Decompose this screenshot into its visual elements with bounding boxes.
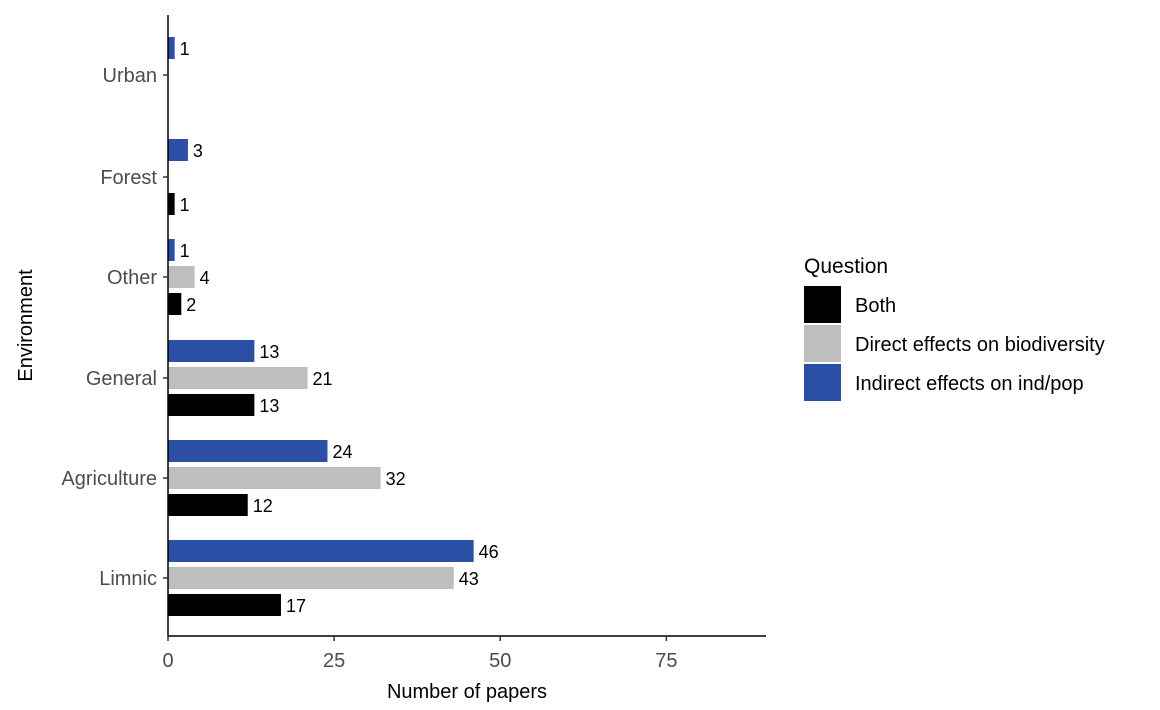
bar: [168, 37, 175, 59]
bar: [168, 340, 255, 362]
bar: [168, 193, 175, 215]
bar: [168, 266, 195, 288]
x-tick-label: 50: [489, 650, 511, 672]
bar: [168, 293, 182, 315]
bar-value-label: 21: [313, 369, 333, 389]
x-axis-ticks: 0 25 50 75: [162, 636, 677, 672]
bar-value-label: 32: [386, 469, 406, 489]
y-tick-label: Other: [107, 267, 157, 289]
legend-label: Direct effects on biodiversity: [855, 334, 1105, 356]
x-tick-label: 75: [655, 650, 677, 672]
y-tick-label: Forest: [100, 167, 157, 189]
bar: [168, 567, 454, 589]
bar-value-label: 1: [180, 195, 190, 215]
legend-label: Indirect effects on ind/pop: [855, 373, 1084, 395]
bar-value-label: 24: [332, 442, 352, 462]
legend: Question Both Direct effects on biodivers…: [804, 255, 1105, 401]
y-tick-label: Limnic: [99, 568, 157, 590]
x-tick-label: 25: [323, 650, 345, 672]
legend-key: [804, 325, 841, 362]
bar: [168, 467, 381, 489]
x-tick-label: 0: [162, 650, 173, 672]
bar-value-label: 2: [186, 295, 196, 315]
bar-value-label: 4: [200, 268, 210, 288]
bar: [168, 239, 175, 261]
y-tick-label: Urban: [103, 65, 157, 87]
bar: [168, 540, 474, 562]
bar-value-label: 43: [459, 569, 479, 589]
bar: [168, 139, 188, 161]
bar: [168, 367, 308, 389]
bar-value-label: 1: [180, 241, 190, 261]
legend-key: [804, 286, 841, 323]
bars-layer: [168, 37, 474, 616]
bar-value-label: 3: [193, 141, 203, 161]
bar: [168, 440, 328, 462]
bar: [168, 594, 281, 616]
y-tick-label: General: [86, 368, 157, 390]
bar-value-label: 46: [479, 542, 499, 562]
legend-label: Both: [855, 295, 896, 317]
x-axis-title: Number of papers: [387, 681, 547, 703]
y-axis-title: Environment: [15, 269, 37, 382]
bar-value-label: 17: [286, 596, 306, 616]
legend-title: Question: [804, 255, 888, 278]
bar-value-label: 12: [253, 496, 273, 516]
bar: [168, 494, 248, 516]
bar-value-label: 13: [259, 396, 279, 416]
bar-value-label: 13: [259, 342, 279, 362]
y-axis-ticks: Urban Forest Other General Agriculture Limnic: [61, 65, 168, 590]
legend-key: [804, 364, 841, 401]
bar: [168, 394, 255, 416]
y-tick-label: Agriculture: [61, 468, 157, 490]
bar-value-label: 1: [180, 39, 190, 59]
